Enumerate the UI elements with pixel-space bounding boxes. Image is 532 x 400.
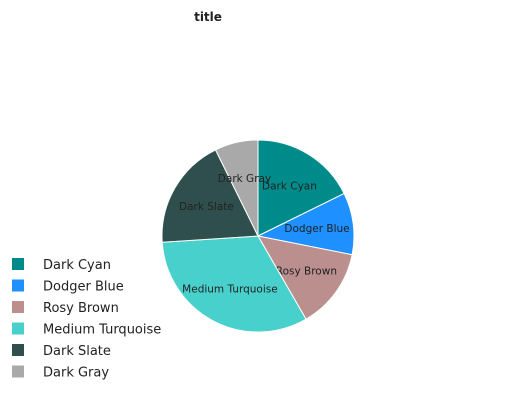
pie-slice-dark-cyan — [257, 139, 345, 237]
slice-label: Medium Turquoise — [182, 283, 278, 295]
legend-swatch — [12, 301, 24, 313]
pie-slice-dark-slate — [161, 149, 259, 243]
slice-label: Dodger Blue — [284, 223, 349, 235]
legend-label: Dark Gray — [43, 366, 109, 381]
slice-label: Dark Cyan — [262, 180, 317, 192]
legend-label: Rosy Brown — [43, 301, 119, 316]
legend-swatch — [12, 279, 24, 292]
legend-label: Medium Turquoise — [43, 323, 161, 338]
pie-slice-medium-turquoise — [161, 235, 307, 333]
slice-label: Dark Slate — [179, 201, 234, 213]
pie-slices: Dark Cyan Dodger Blue Rosy Brown Medium Tur… — [161, 139, 355, 333]
slice-label: Rosy Brown — [276, 266, 337, 278]
legend-swatch — [12, 365, 24, 378]
pie-slice-rosy-brown — [257, 235, 353, 320]
legend-label: Dark Cyan — [43, 258, 111, 273]
slice-label: Dark Gray — [218, 173, 271, 185]
legend-swatch — [12, 258, 24, 270]
legend-label: Dodger Blue — [43, 280, 124, 295]
pie-slice-dark-gray — [214, 139, 259, 237]
legend-label: Dark Slate — [43, 344, 111, 359]
legend-swatch — [12, 322, 24, 335]
legend: Dark Cyan Dodger Blue Rosy Brown Medium Tur… — [12, 258, 161, 381]
legend-swatch — [12, 344, 24, 356]
chart-title: title — [194, 10, 222, 24]
